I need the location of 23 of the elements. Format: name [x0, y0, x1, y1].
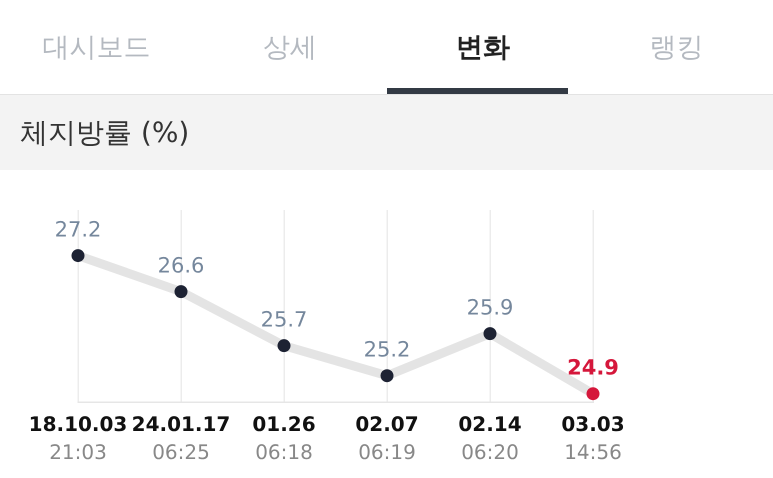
- x-tick-label: 03.03 14:56: [561, 412, 625, 464]
- point: [174, 285, 188, 298]
- text: 대시보드: [42, 31, 151, 65]
- data-label: 27.2: [54, 218, 102, 242]
- data-label: 24.9: [567, 356, 619, 380]
- x-tick-label: 02.14 06:20: [458, 412, 522, 464]
- x-tick-label: 01.26 06:18: [252, 412, 316, 464]
- x-tick-label: 24.01.17 06:25: [132, 412, 230, 464]
- data-label: 25.2: [364, 338, 410, 362]
- text: 상세: [262, 31, 317, 65]
- text: 변화: [456, 31, 510, 65]
- chart-title: 체지방률 (%): [20, 114, 190, 150]
- point: [586, 387, 600, 400]
- x-tick-label: 02.07 06:19: [355, 412, 419, 464]
- x-tick-label: 18.10.03 21:03: [28, 412, 128, 464]
- point: [72, 249, 84, 262]
- data-label: 26.6: [158, 254, 204, 278]
- point: [484, 327, 496, 340]
- data-label: 25.9: [466, 296, 514, 320]
- point: [278, 339, 290, 352]
- text: 랭킹: [649, 31, 704, 65]
- data-label: 25.7: [260, 308, 308, 332]
- point: [380, 369, 394, 382]
